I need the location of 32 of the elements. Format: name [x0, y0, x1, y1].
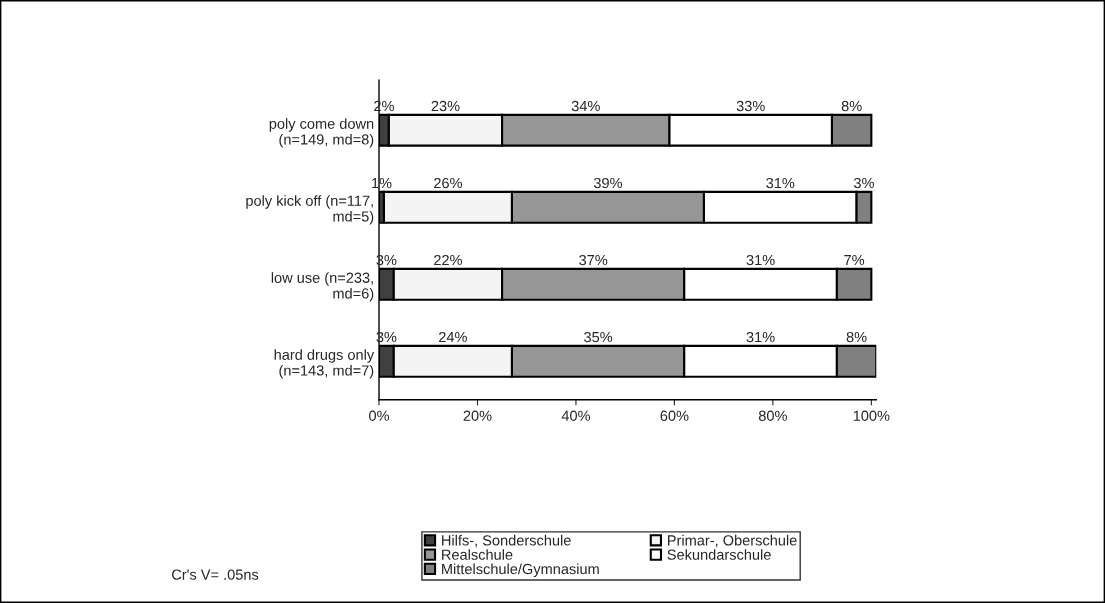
data-label: 31% [766, 177, 795, 189]
x-tick-label: 60% [660, 410, 689, 421]
legend-label: Primar-, Oberschule [668, 534, 797, 548]
legend-label: Hilfs-, Sonderschule [442, 534, 571, 548]
legend-label: Sekundarschule [667, 549, 771, 560]
legend-label: Mittelschule/Gymnasium [442, 563, 599, 578]
x-tick-label: 80% [758, 410, 787, 421]
data-label: 26% [434, 177, 463, 189]
y-tick-label: poly come down (n=149, md=8) [269, 118, 374, 148]
data-label: 8% [841, 100, 862, 112]
data-label: 33% [736, 100, 765, 112]
data-label: 7% [844, 254, 865, 266]
data-label: 8% [846, 331, 867, 343]
data-label: 31% [746, 331, 775, 343]
data-label: 37% [579, 254, 608, 266]
data-label: 22% [434, 254, 463, 266]
x-tick-label: 100% [853, 410, 890, 421]
x-tick-label: 20% [463, 410, 492, 421]
data-label: 35% [584, 331, 613, 343]
legend-label: Realschule [442, 549, 513, 560]
y-tick-label: low use (n=233, md=6) [271, 272, 374, 302]
y-tick-label: poly kick off (n=117, md=5) [246, 195, 374, 225]
data-label: 24% [439, 331, 467, 343]
data-label: 3% [853, 177, 874, 189]
x-tick-label: 0% [369, 410, 390, 421]
x-tick-label: 40% [561, 410, 591, 421]
data-label: 31% [746, 254, 775, 266]
text: Cr's V= .05ns [172, 569, 259, 580]
data-label: 23% [431, 100, 460, 112]
y-tick-label: hard drugs only (n=143, md=7) [274, 349, 375, 379]
data-label: 34% [571, 100, 600, 112]
data-label: 39% [593, 177, 623, 189]
